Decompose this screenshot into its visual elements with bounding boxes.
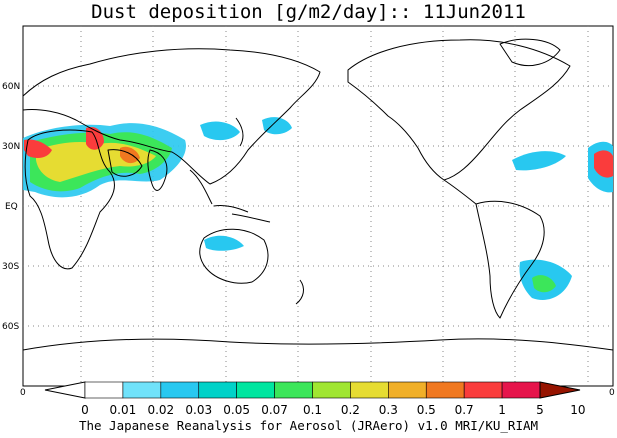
dust-field (23, 117, 613, 300)
coast-central-america (443, 179, 477, 205)
coast-eurasia (22, 48, 321, 185)
colorbar-segment (236, 381, 275, 399)
colorbar-segment (84, 381, 124, 399)
colorbar: 0 0.01 0.02 0.03 0.05 0.07 0.1 0.2 0.3 0.5 0.7 1 5 10 (44, 381, 586, 417)
colorbar-segment (160, 381, 200, 399)
colorbar-segment (463, 381, 503, 399)
colorbar-segment (388, 381, 427, 399)
colorbar-arrow-high (539, 381, 581, 399)
lat-label: EQ (5, 202, 18, 212)
colorbar-segment (198, 381, 237, 399)
colorbar-segment (425, 381, 465, 399)
colorbar-segment (312, 381, 351, 399)
lon-label-left: 0 (20, 388, 26, 398)
lon-label-right: 0 (609, 388, 615, 398)
coast-australia (199, 228, 269, 284)
coast-indonesia (189, 169, 271, 223)
colorbar-label: 0.5 (417, 403, 436, 417)
lat-axis-labels: 60N 30N EQ 30S 60S (2, 82, 20, 332)
footer-credit: The Japanese Reanalysis for Aerosol (JRA… (78, 418, 539, 433)
colorbar-label: 0.1 (303, 403, 322, 417)
coast-greenland (499, 38, 561, 66)
colorbar-segment (350, 381, 389, 399)
colorbar-label: 0.03 (185, 403, 212, 417)
coast-india (147, 149, 168, 191)
coast-arabia (107, 149, 143, 177)
colorbar-label: 0 (81, 403, 89, 417)
coast-japan (235, 117, 244, 147)
colorbar-label: 0.07 (261, 403, 288, 417)
colorbar-label: 0.2 (341, 403, 360, 417)
colorbar-label: 10 (570, 403, 585, 417)
colorbar-segment (274, 381, 313, 399)
lat-label: 30S (2, 262, 19, 272)
colorbar-label: 1 (498, 403, 506, 417)
lat-label: 60N (2, 82, 20, 92)
coast-antarctica (22, 338, 614, 351)
coast-new-zealand (295, 279, 304, 305)
colorbar-label: 0.05 (223, 403, 250, 417)
lat-label: 30N (2, 142, 20, 152)
colorbar-label: 0.3 (379, 403, 398, 417)
colorbar-label: 0.7 (455, 403, 474, 417)
colorbar-label: 0.01 (110, 403, 137, 417)
coast-africa (24, 129, 115, 270)
page-title: Dust deposition [g/m2/day]:: 11Jun2011 (91, 1, 526, 23)
colorbar-segment (122, 381, 162, 399)
coast-south-america (475, 200, 545, 319)
colorbar-segment (501, 381, 541, 399)
coastlines (22, 38, 614, 351)
colorbar-label: 5 (536, 403, 544, 417)
colorbar-label: 0.02 (147, 403, 174, 417)
lat-label: 60S (2, 322, 19, 332)
coast-north-america (347, 39, 571, 181)
